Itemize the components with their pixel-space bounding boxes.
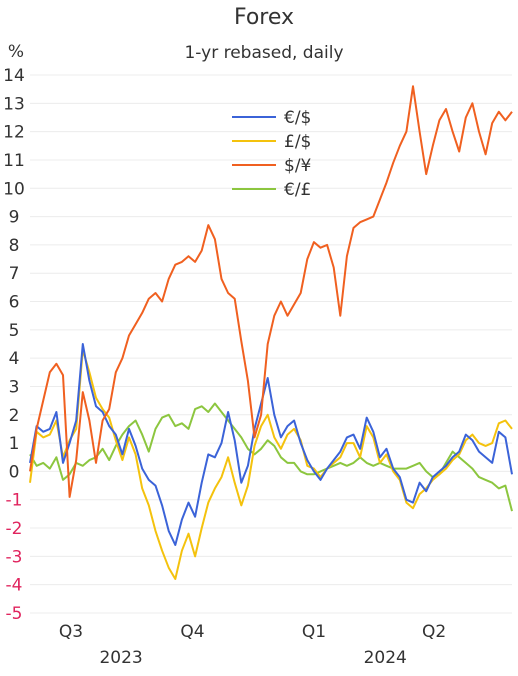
legend-label: €/£ — [284, 180, 311, 200]
y-tick-label: 11 — [3, 151, 25, 171]
chart-title: Forex — [234, 5, 294, 30]
x-year-label: 2024 — [364, 648, 407, 668]
x-year-label: 2023 — [99, 648, 142, 668]
y-tick-label: 6 — [9, 293, 20, 313]
y-tick-label: 2 — [9, 406, 20, 426]
y-tick-label: 14 — [3, 66, 25, 86]
y-tick-label: -5 — [6, 604, 23, 624]
y-tick-label: 1 — [9, 434, 20, 454]
y-tick-label: -1 — [6, 491, 23, 511]
y-tick-label: 13 — [3, 94, 25, 114]
y-tick-label: 0 — [9, 462, 20, 482]
x-quarter-label: Q3 — [59, 622, 83, 642]
y-axis-unit-label: % — [8, 42, 24, 62]
y-tick-label: 9 — [9, 208, 20, 228]
y-tick-label: 7 — [9, 264, 20, 284]
y-tick-label: 12 — [3, 123, 25, 143]
gridlines — [30, 74, 512, 614]
y-tick-label: 5 — [9, 321, 20, 341]
series-line-3 — [29, 402, 513, 512]
x-quarter-label: Q1 — [302, 622, 326, 642]
y-tick-label: 4 — [9, 349, 20, 369]
y-tick-label: -2 — [6, 519, 23, 539]
y-tick-label: 10 — [3, 179, 25, 199]
series-line-0 — [29, 343, 513, 546]
x-axis-ticks: Q3 Q4 Q1 Q2 2023 2024 — [59, 622, 446, 668]
legend-label: £/$ — [284, 132, 311, 152]
series-line-1 — [29, 348, 513, 580]
legend-label: €/$ — [284, 108, 311, 128]
legend: €/$ £/$ $/¥ €/£ — [232, 108, 312, 200]
x-quarter-label: Q4 — [180, 622, 204, 642]
y-tick-label: 8 — [9, 236, 20, 256]
series-line-2 — [29, 85, 513, 498]
x-quarter-label: Q2 — [422, 622, 446, 642]
legend-label: $/¥ — [284, 156, 312, 176]
chart-subtitle: 1-yr rebased, daily — [184, 43, 343, 63]
y-tick-label: -4 — [6, 576, 23, 596]
y-tick-label: 3 — [9, 377, 20, 397]
y-tick-label: -3 — [6, 547, 23, 567]
series-lines — [29, 85, 513, 580]
